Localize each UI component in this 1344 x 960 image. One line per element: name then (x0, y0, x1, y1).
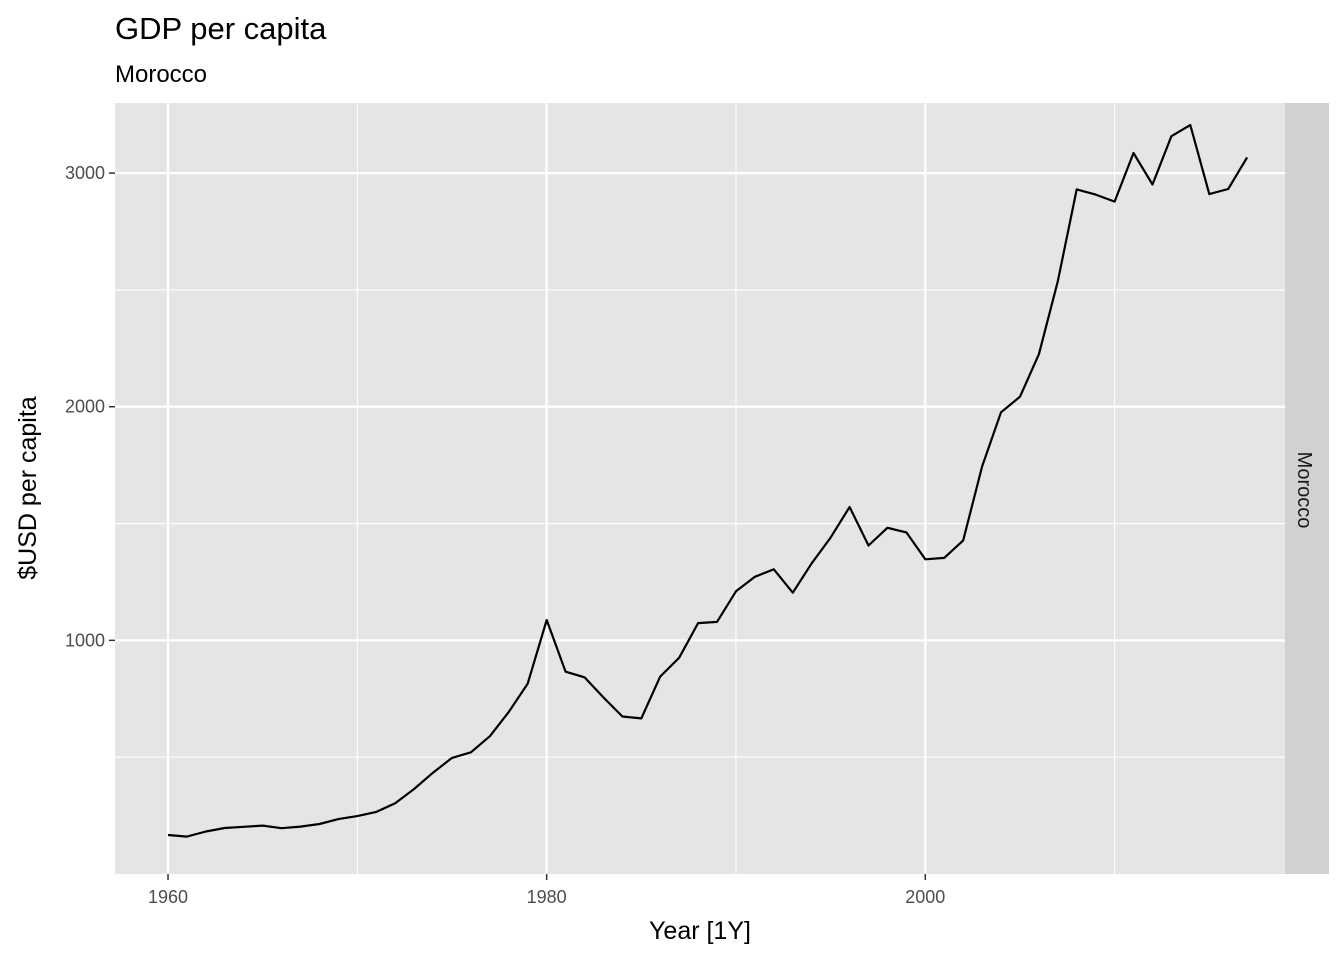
grid-major (115, 103, 1285, 874)
facet-strip-label: Morocco (1293, 452, 1315, 529)
grid-minor (115, 103, 1285, 874)
y-tick-label: 2000 (65, 397, 105, 417)
chart-title: GDP per capita (115, 11, 327, 46)
facet-strip (1285, 103, 1329, 874)
x-axis-title: Year [1Y] (649, 917, 751, 945)
x-tick-label: 1960 (148, 887, 188, 907)
x-tick-label: 2000 (905, 887, 945, 907)
x-axis: 1960 1980 2000 (148, 874, 945, 907)
chart-subtitle: Morocco (115, 61, 207, 88)
x-tick-label: 1980 (527, 887, 567, 907)
plot-panel (115, 103, 1285, 874)
y-axis-title: $USD per capita (14, 396, 42, 580)
y-tick-label: 1000 (65, 630, 105, 650)
y-tick-label: 3000 (65, 163, 105, 183)
y-axis: 1000 2000 3000 (65, 163, 115, 650)
series-line (167, 123, 1249, 838)
